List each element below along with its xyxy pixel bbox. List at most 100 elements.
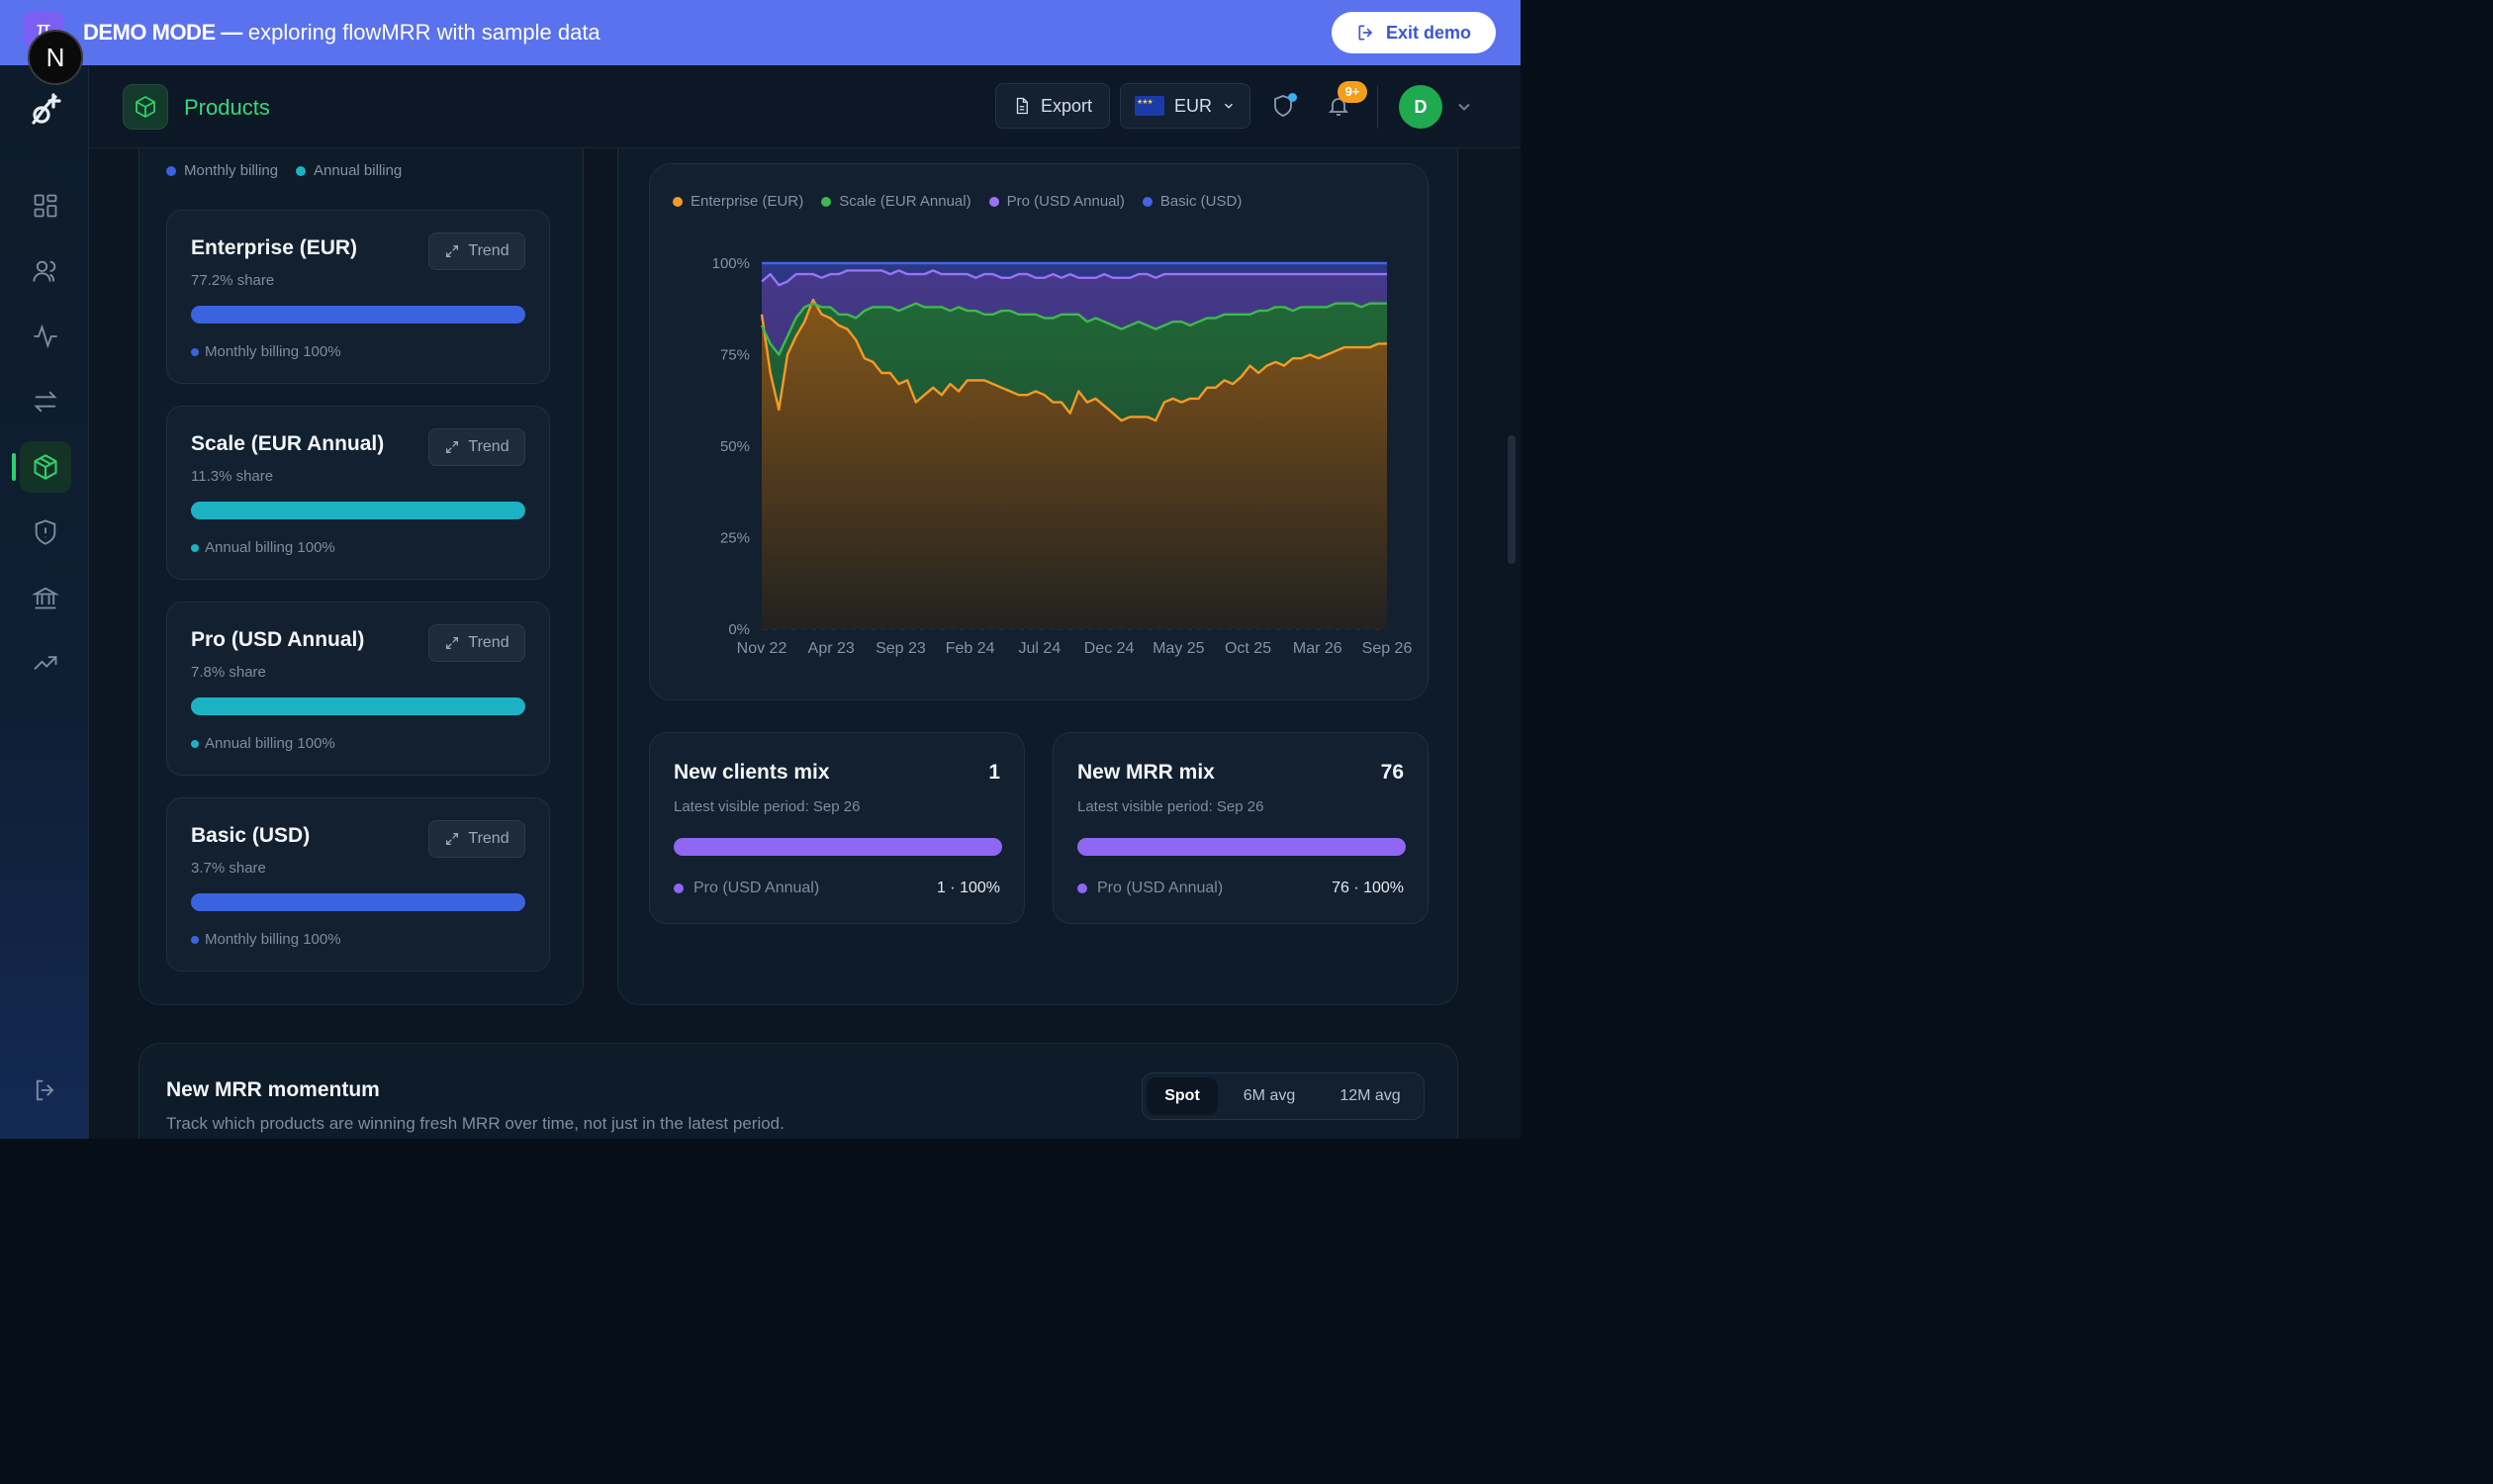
product-share: 7.8% share: [191, 664, 266, 681]
trending-up-icon: [34, 656, 57, 670]
y-tick-label: 75%: [720, 347, 750, 364]
expand-icon: [446, 637, 459, 649]
sidebar-item-products[interactable]: [12, 441, 71, 493]
product-name: Pro (USD Annual): [191, 628, 365, 651]
logout-icon: [36, 1079, 54, 1101]
demo-description: exploring flowMRR with sample data: [241, 20, 600, 45]
product-name: Basic (USD): [191, 824, 311, 847]
share-bar: [191, 502, 525, 519]
mix-legend-label: Pro (USD Annual): [1097, 880, 1224, 896]
product-share: 77.2% share: [191, 272, 275, 289]
x-tick-label: Sep 23: [876, 640, 926, 657]
legend-label: Annual billing: [314, 162, 403, 179]
sidebar-item-security[interactable]: [20, 507, 71, 558]
chevron-down-icon: [1225, 103, 1233, 109]
12m-avg-option[interactable]: 12M avg: [1339, 1087, 1401, 1104]
spot-option[interactable]: Spot: [1147, 1077, 1218, 1115]
trend-button[interactable]: Trend: [428, 428, 525, 466]
x-tick-label: Sep 26: [1362, 640, 1413, 657]
legend-label: Enterprise (EUR): [691, 193, 804, 210]
trend-label: Trend: [468, 830, 509, 847]
status-dot: [1288, 93, 1297, 102]
expand-icon: [446, 245, 459, 257]
currency-selector[interactable]: EUR: [1120, 83, 1250, 129]
billing-split: Monthly billing 100%: [191, 343, 341, 360]
mix-subtitle: Latest visible period: Sep 26: [1077, 798, 1264, 815]
dev-overlay-badge[interactable]: N: [28, 30, 83, 85]
file-icon: [1016, 97, 1028, 115]
expand-icon: [446, 441, 459, 453]
scale-line: [760, 302, 1387, 356]
pulse-icon: [34, 324, 57, 349]
new-mrr-mix-card: New MRR mix 76 Latest visible period: Se…: [1053, 732, 1429, 924]
sidebar-item-transfers[interactable]: [20, 376, 71, 427]
bank-icon: [32, 587, 59, 609]
export-button[interactable]: Export: [995, 83, 1110, 129]
page-title: Products: [184, 95, 270, 120]
expand-icon: [446, 833, 459, 845]
mix-percent: 76 · 100%: [1332, 880, 1404, 896]
sidebar-item-dashboard[interactable]: [20, 180, 71, 232]
share-bar: [191, 893, 525, 911]
sidebar: [0, 65, 89, 1139]
products-page-icon: [123, 84, 168, 130]
app-logo-icon[interactable]: [24, 89, 65, 131]
legend-item: Basic (USD): [1142, 193, 1242, 210]
average-toggle: Spot 6M avg 12M avg: [1142, 1072, 1425, 1120]
x-tick-label: Nov 22: [737, 640, 787, 657]
product-card: Enterprise (EUR) 77.2% share Trend Month…: [166, 210, 550, 384]
mix-title: New MRR mix: [1077, 761, 1215, 784]
arrows-swap-icon: [34, 391, 57, 413]
export-label: Export: [1040, 95, 1093, 116]
chevron-down-icon[interactable]: [1454, 97, 1474, 117]
product-card: Basic (USD) 3.7% share Trend Monthly bil…: [166, 797, 550, 972]
avatar[interactable]: D: [1399, 85, 1442, 129]
demo-banner: π DEMO MODE — exploring flowMRR with sam…: [0, 0, 1521, 65]
share-bar: [191, 306, 525, 324]
billing-split: Annual billing 100%: [191, 735, 335, 752]
legend-item: Annual billing: [296, 162, 402, 179]
mix-title: New clients mix: [674, 761, 830, 784]
x-tick-label: Mar 26: [1293, 640, 1342, 657]
mix-legend-label: Pro (USD Annual): [693, 880, 820, 896]
grid-icon: [34, 194, 57, 218]
currency-label: EUR: [1173, 95, 1212, 116]
product-share: 11.3% share: [191, 468, 274, 485]
sidebar-item-customers[interactable]: [20, 245, 71, 297]
legend-item: Scale (EUR Annual): [821, 193, 971, 210]
product-name: Scale (EUR Annual): [191, 432, 385, 455]
trend-button[interactable]: Trend: [428, 820, 525, 858]
legend-item: Monthly billing: [166, 162, 278, 179]
momentum-title: New MRR momentum: [166, 1078, 380, 1101]
product-share: 3.7% share: [191, 860, 266, 877]
sidebar-item-banking[interactable]: [20, 572, 71, 623]
x-tick-label: Feb 24: [946, 640, 995, 657]
billing-split: Monthly billing 100%: [191, 931, 341, 948]
shield-button[interactable]: [1264, 87, 1302, 125]
billing-legend: Monthly billing Annual billing: [166, 162, 402, 179]
trend-button[interactable]: Trend: [428, 232, 525, 270]
product-name: Enterprise (EUR): [191, 236, 358, 259]
trend-label: Trend: [468, 634, 509, 651]
exit-demo-button[interactable]: Exit demo: [1332, 12, 1496, 53]
chart-legend: Enterprise (EUR) Scale (EUR Annual) Pro …: [673, 193, 1242, 210]
divider: [1377, 85, 1378, 129]
6m-avg-option[interactable]: 6M avg: [1243, 1087, 1296, 1104]
sidebar-item-activity[interactable]: [20, 311, 71, 362]
sidebar-item-logout[interactable]: [20, 1065, 71, 1116]
trend-button[interactable]: Trend: [428, 624, 525, 662]
x-tick-label: Dec 24: [1084, 640, 1135, 657]
enterprise-line: [760, 298, 1387, 422]
stacked-area-chart: 0% 25% 50% 75% 100% Nov 22 Apr 23 Sep 23 Feb 24…: [712, 255, 1413, 657]
legend-label: Pro (USD Annual): [1006, 193, 1125, 210]
sidebar-item-growth[interactable]: [20, 637, 71, 689]
scrollbar-thumb[interactable]: [1508, 435, 1516, 564]
share-bar: [191, 697, 525, 715]
mix-percent: 1 · 100%: [936, 880, 1000, 896]
main-content: Monthly billing Annual billing Enterpris…: [89, 148, 1521, 1139]
x-tick-label: Oct 25: [1225, 640, 1271, 657]
product-card: Pro (USD Annual) 7.8% share Trend Annual…: [166, 602, 550, 776]
billing-label: Monthly billing 100%: [205, 931, 341, 948]
demo-banner-text: DEMO MODE — exploring flowMRR with sampl…: [83, 20, 600, 46]
shield-alert-icon: [35, 519, 56, 545]
